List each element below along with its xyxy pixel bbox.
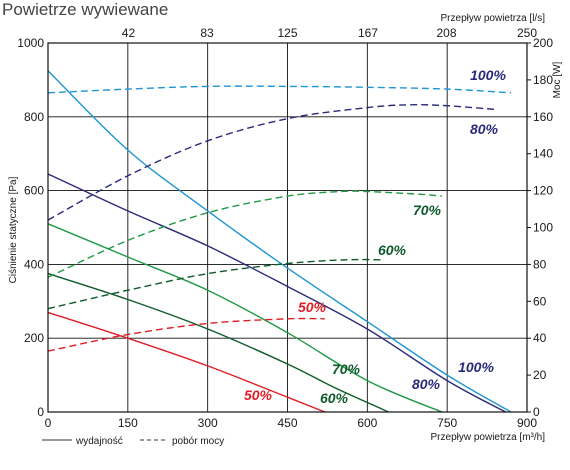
series-annotation: 80% [412, 376, 441, 392]
x-tick-label: 300 [198, 416, 218, 430]
y-right-tick-label: 160 [533, 110, 553, 124]
y-right-tick-label: 200 [533, 36, 553, 50]
series-annotations: 100% 80% 70% 60% 50% 100% 80% 70% 60% 50% [244, 67, 506, 406]
y-right-tick-label: 120 [533, 184, 553, 198]
x-top-tick-label: 125 [277, 26, 297, 40]
y-left-tick-label: 800 [24, 110, 44, 124]
y-right-tick-label: 60 [533, 294, 547, 308]
x-tick-label: 600 [357, 416, 377, 430]
y-right-tick-label: 0 [533, 405, 540, 419]
y-right-tick-label: 40 [533, 331, 547, 345]
x-top-tick-label: 83 [200, 26, 214, 40]
y-left-tick-label: 200 [24, 331, 44, 345]
x-axis-label: Przepływ powietrza [m³/h] [431, 432, 546, 443]
series-line-100pct-power-dashed [47, 85, 512, 94]
y-right-tick-label: 100 [533, 221, 553, 235]
y-left-tick-label: 0 [37, 405, 44, 419]
series-line-50pct-flow [47, 311, 326, 413]
legend: wydajność pobór mocy [42, 436, 224, 447]
x-top-tick-label: 208 [437, 26, 457, 40]
x-top-tick-label: 42 [122, 26, 136, 40]
series-line-100pct-flow [47, 70, 512, 413]
x-tick-label: 150 [118, 416, 138, 430]
series-line-80pct-flow [47, 173, 507, 413]
series-annotation: 60% [320, 390, 349, 406]
x-tick-label: 450 [277, 416, 297, 430]
series-line-70pct-power-dashed [47, 190, 442, 278]
series-annotation: 70% [332, 361, 361, 377]
series-annotation: 70% [413, 202, 442, 218]
y-left-tick-label: 1000 [17, 36, 44, 50]
plot-frame [47, 42, 531, 413]
y-left-tick-label: 600 [24, 184, 44, 198]
legend-item-pobor-mocy: pobór mocy [172, 436, 224, 447]
series-annotation: 50% [244, 387, 273, 403]
series-line-60pct-flow [47, 272, 389, 413]
y-right-axis-label: Moc [W] [552, 61, 563, 98]
chart-title: Powietrze wywiewane [2, 0, 168, 19]
y-left-tick-label: 400 [24, 257, 44, 271]
series-annotation: 100% [470, 67, 506, 83]
series-layer [47, 70, 512, 413]
y-left-axis-label: Ciśnienie statyczne [Pa] [8, 176, 19, 283]
series-annotation: 80% [470, 121, 499, 137]
x-top-tick-label: 250 [517, 26, 537, 40]
y-right-tick-label: 140 [533, 147, 553, 161]
y-right-tick-label: 180 [533, 73, 553, 87]
series-annotation: 50% [298, 299, 327, 315]
x-top-axis-label: Przepływ powietrza [l/s] [441, 13, 546, 24]
grid [48, 43, 527, 412]
series-line-80pct-power-dashed [47, 104, 496, 221]
series-line-70pct-flow [47, 223, 443, 413]
x-tick-label: 900 [517, 416, 537, 430]
series-annotation: 60% [378, 242, 407, 258]
series-line-50pct-power-dashed [47, 317, 325, 352]
x-tick-label: 0 [45, 416, 52, 430]
x-tick-label: 750 [437, 416, 457, 430]
legend-item-wydajnosc: wydajność [75, 436, 123, 447]
series-annotation: 100% [458, 359, 494, 375]
series-line-60pct-power-dashed [47, 258, 384, 310]
y-right-tick-label: 20 [533, 368, 547, 382]
x-top-tick-label: 167 [358, 26, 378, 40]
y-right-tick-label: 80 [533, 257, 547, 271]
